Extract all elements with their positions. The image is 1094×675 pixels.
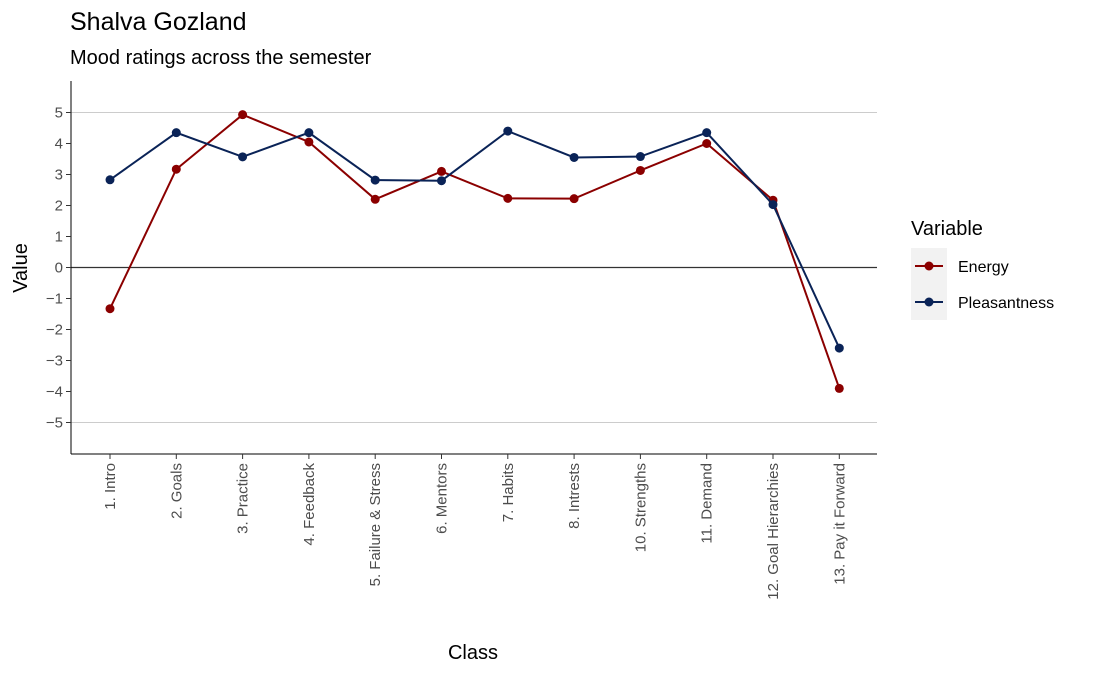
data-point-pleasantness bbox=[503, 126, 513, 136]
data-point-energy bbox=[171, 164, 181, 174]
legend-key-background bbox=[911, 248, 947, 320]
data-point-pleasantness bbox=[437, 176, 446, 186]
x-tick-label: 7. Habits bbox=[500, 463, 517, 522]
data-point-energy bbox=[304, 137, 314, 147]
legend-key-point-energy bbox=[924, 261, 934, 271]
legend-label-energy: Energy bbox=[958, 259, 1009, 276]
data-point-pleasantness bbox=[702, 128, 712, 138]
x-tick-label: 8. Intrests bbox=[566, 463, 583, 529]
plot-area: −5 −4 −3 −2 −1 0 1 2 3 4 5 1. Intro 2. Goals 3. Pract… bbox=[46, 81, 877, 600]
x-tick-label: 2. Goals bbox=[168, 463, 185, 519]
data-point-energy bbox=[105, 304, 115, 314]
x-tick-label: 5. Failure & Stress bbox=[367, 463, 384, 586]
data-point-energy bbox=[569, 194, 579, 204]
y-axis-title: Value bbox=[10, 243, 32, 293]
y-tick-label: −5 bbox=[46, 415, 63, 432]
legend: Variable Energy Pleasantness bbox=[911, 218, 1054, 320]
data-point-pleasantness bbox=[635, 152, 645, 162]
series-line-pleasantness bbox=[109, 129, 841, 349]
y-tick-label: −3 bbox=[46, 353, 63, 370]
y-tick-label: 3 bbox=[55, 167, 63, 184]
data-point-pleasantness bbox=[105, 175, 115, 185]
y-tick-label: 2 bbox=[55, 198, 63, 215]
x-tick-label: 12. Goal Hierarchies bbox=[765, 463, 782, 600]
legend-title: Variable bbox=[911, 218, 983, 240]
data-point-energy bbox=[503, 193, 513, 203]
data-point-pleasantness bbox=[238, 152, 248, 162]
data-point-pleasantness bbox=[834, 343, 844, 353]
y-tick-label: 4 bbox=[55, 136, 63, 153]
x-tick-label: 10. Strengths bbox=[632, 463, 649, 552]
y-tick-label: 0 bbox=[55, 260, 63, 277]
y-tick-label: 5 bbox=[55, 105, 63, 122]
data-point-energy bbox=[635, 165, 645, 175]
chart-title: Shalva Gozland bbox=[70, 8, 247, 36]
data-point-pleasantness bbox=[304, 128, 314, 138]
data-point-energy bbox=[437, 166, 446, 176]
series-line-energy bbox=[109, 113, 841, 389]
data-point-energy bbox=[834, 383, 844, 393]
chart-subtitle: Mood ratings across the semester bbox=[70, 47, 372, 69]
x-tick-label: 3. Practice bbox=[235, 463, 252, 534]
data-point-energy bbox=[702, 139, 712, 148]
data-point-energy bbox=[238, 110, 248, 120]
y-tick-label: −1 bbox=[46, 291, 63, 308]
x-tick-label: 11. Demand bbox=[699, 463, 716, 544]
data-point-energy bbox=[370, 194, 380, 204]
legend-key-point-pleasantness bbox=[924, 297, 934, 307]
data-point-pleasantness bbox=[768, 200, 778, 210]
legend-label-pleasantness: Pleasantness bbox=[958, 295, 1054, 312]
data-point-pleasantness bbox=[171, 128, 181, 138]
x-tick-label: 1. Intro bbox=[102, 463, 119, 510]
x-tick-label: 13. Pay it Forward bbox=[831, 463, 848, 585]
data-point-pleasantness bbox=[569, 152, 579, 162]
y-tick-label: −4 bbox=[46, 384, 63, 401]
data-point-pleasantness bbox=[370, 175, 380, 185]
x-tick-label: 4. Feedback bbox=[301, 463, 318, 546]
y-tick-label: 1 bbox=[55, 229, 63, 246]
x-axis-title: Class bbox=[448, 642, 498, 664]
x-tick-label: 6. Mentors bbox=[434, 463, 451, 534]
y-tick-label: −2 bbox=[46, 322, 63, 339]
